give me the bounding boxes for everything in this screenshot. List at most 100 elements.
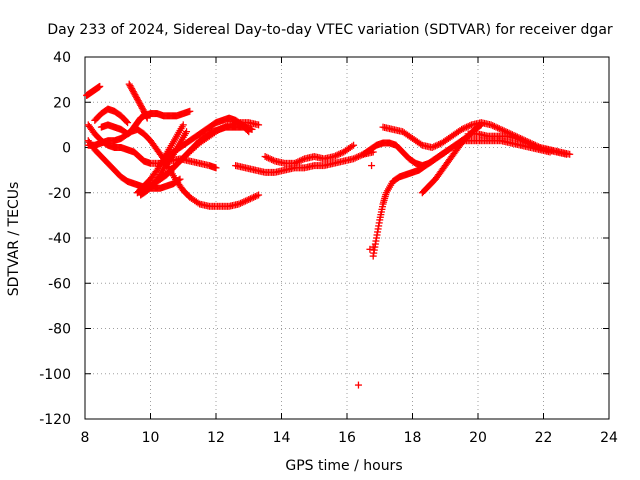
data-point-marker	[292, 159, 300, 167]
x-axis-label: GPS time / hours	[285, 458, 402, 474]
data-point-marker	[330, 153, 338, 161]
data-point-marker	[186, 148, 194, 156]
y-tick-label: 0	[62, 141, 71, 157]
data-point-marker	[248, 194, 256, 202]
data-point-marker	[513, 134, 521, 142]
data-point-marker	[354, 381, 362, 389]
data-point-marker	[428, 144, 436, 151]
data-point-marker	[356, 152, 364, 160]
data-point-marker	[526, 140, 534, 148]
data-point-marker	[445, 146, 453, 154]
data-point-marker	[222, 122, 230, 130]
data-point-marker	[181, 153, 189, 161]
data-point-marker	[430, 143, 438, 151]
data-point-marker	[518, 137, 526, 145]
data-point-marker	[531, 143, 539, 151]
data-point-marker	[245, 196, 253, 204]
chart-title: Day 233 of 2024, Sidereal Day-to-day VTE…	[47, 22, 613, 38]
data-point-marker	[219, 124, 227, 132]
data-points	[83, 80, 574, 389]
data-point-marker	[136, 100, 144, 108]
data-point-marker	[461, 124, 469, 132]
data-point-marker	[173, 160, 181, 168]
data-point-marker	[183, 128, 191, 136]
data-point-marker	[235, 200, 243, 208]
data-point-marker	[237, 199, 245, 207]
data-point-marker	[128, 86, 136, 94]
data-point-marker	[133, 94, 141, 102]
data-point-marker	[176, 157, 184, 165]
data-point-marker	[135, 98, 143, 106]
data-point-marker	[494, 124, 502, 132]
x-tick-label: 8	[81, 430, 90, 446]
data-point-marker	[179, 154, 187, 162]
data-point-marker	[96, 82, 104, 90]
data-point-marker	[160, 172, 168, 180]
data-point-marker	[133, 95, 141, 103]
data-point-marker	[487, 121, 495, 129]
x-tick-label: 14	[273, 430, 291, 446]
data-point-marker	[433, 141, 441, 149]
x-tick-label: 22	[535, 430, 553, 446]
data-point-marker	[183, 151, 191, 159]
data-point-marker	[165, 168, 173, 176]
data-point-marker	[243, 196, 251, 204]
data-point-marker	[168, 165, 176, 173]
data-point-marker	[299, 156, 307, 164]
data-point-marker	[163, 169, 171, 177]
data-point-marker	[137, 103, 145, 111]
data-point-marker	[191, 144, 199, 151]
data-point-marker	[517, 136, 525, 144]
data-point-marker	[131, 91, 139, 99]
data-point-marker	[435, 140, 443, 148]
data-point-marker	[158, 174, 166, 182]
data-point-marker	[477, 121, 485, 129]
data-point-marker	[174, 159, 182, 167]
data-point-marker	[269, 156, 277, 164]
data-point-marker	[244, 127, 252, 135]
data-point-marker	[255, 121, 263, 129]
data-point-marker	[297, 156, 305, 164]
data-point-marker	[137, 101, 145, 109]
data-point-marker	[178, 156, 186, 164]
data-point-marker	[523, 139, 531, 147]
data-point-marker	[161, 171, 169, 179]
x-tick-label: 18	[404, 430, 422, 446]
data-point-marker	[220, 123, 228, 131]
data-point-marker	[490, 122, 498, 130]
data-point-marker	[240, 198, 248, 206]
y-tick-label: -100	[39, 367, 71, 383]
data-point-marker	[332, 152, 340, 160]
data-point-marker	[431, 142, 439, 150]
data-point-marker	[335, 150, 343, 158]
data-point-marker	[495, 125, 503, 133]
data-point-marker	[369, 243, 377, 251]
data-point-marker	[124, 119, 132, 127]
data-point-marker	[241, 197, 249, 205]
y-tick-label: -60	[48, 276, 71, 292]
data-point-marker	[212, 164, 220, 172]
data-point-marker	[156, 175, 164, 183]
data-point-marker	[476, 122, 484, 130]
data-point-marker	[525, 140, 533, 148]
grid-lines	[85, 57, 609, 419]
data-point-marker	[296, 157, 304, 165]
data-point-marker	[253, 192, 261, 200]
data-point-marker	[466, 122, 474, 130]
data-point-marker	[130, 89, 138, 97]
y-tick-label: -40	[48, 231, 71, 247]
data-point-marker	[268, 156, 276, 164]
x-tick-label: 10	[142, 430, 160, 446]
data-point-marker	[246, 195, 254, 203]
data-point-marker	[238, 199, 246, 207]
data-point-marker	[129, 88, 137, 96]
data-point-marker	[184, 150, 192, 158]
data-point-marker	[489, 122, 497, 130]
data-point-marker	[125, 80, 133, 88]
data-point-marker	[264, 154, 272, 162]
data-point-marker	[499, 126, 507, 134]
data-point-marker	[266, 155, 274, 163]
data-point-marker	[351, 154, 359, 162]
data-point-marker	[132, 92, 140, 100]
